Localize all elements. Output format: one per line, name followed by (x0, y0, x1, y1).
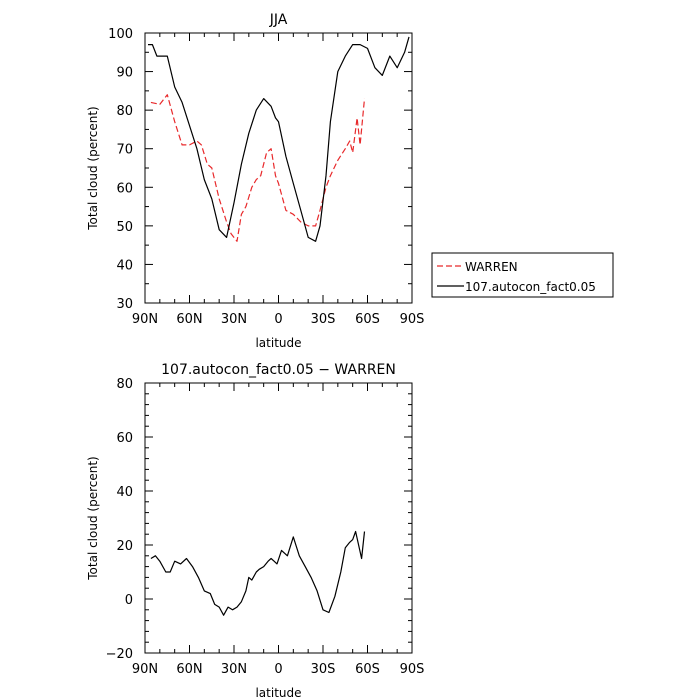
legend-box (431, 252, 614, 298)
bottom-y-tick-label: 80 (116, 377, 133, 392)
top-x-tick-label: 60N (176, 312, 202, 327)
top-x-tick-label: 0 (274, 312, 282, 327)
top-y-tick-label: 30 (116, 297, 133, 312)
top-y-tick-label: 60 (116, 181, 133, 196)
bottom-y-tick-label: 20 (116, 539, 133, 554)
panel-top: JJA 90N 60N 30N 0 30S 60S 90S 30 40 50 60 70 80 90 100 l… (86, 12, 424, 350)
top-x-tick-label: 60S (355, 312, 380, 327)
top-y-axis-label: Total cloud (percent) (86, 106, 100, 230)
bottom-x-tick-label: 60S (355, 662, 380, 677)
bottom-y-tick-label: −20 (106, 647, 133, 662)
bottom-x-tick-label: 60N (176, 662, 202, 677)
top-x-axis-label: latitude (255, 336, 301, 350)
top-series-line-2 (148, 36, 410, 242)
top-y-tick-label: 40 (116, 258, 133, 273)
legend-label-1: WARREN (465, 260, 518, 274)
bottom-plot-frame (144, 382, 413, 654)
top-x-tick-label: 90S (400, 312, 425, 327)
bottom-x-tick-label: 30S (311, 662, 336, 677)
top-y-tick-label: 70 (116, 143, 133, 158)
top-y-tick-label: 100 (108, 27, 133, 42)
top-x-tick-label: 30S (311, 312, 336, 327)
legend-label-2: 107.autocon_fact0.05 (465, 280, 596, 294)
top-y-tick-label: 80 (116, 104, 133, 119)
bottom-x-tick-label: 90S (400, 662, 425, 677)
bottom-y-tick-label: 40 (116, 485, 133, 500)
bottom-chart-title: 107.autocon_fact0.05 − WARREN (161, 362, 396, 378)
bottom-x-tick-label: 90N (132, 662, 158, 677)
top-series-line-1 (150, 94, 366, 242)
top-chart-title: JJA (269, 12, 288, 28)
bottom-x-tick-label: 0 (274, 662, 282, 677)
bottom-y-tick-label: 0 (125, 593, 133, 608)
bottom-y-tick-label: 60 (116, 431, 133, 446)
bottom-x-axis-label: latitude (255, 686, 301, 700)
top-y-tick-label: 50 (116, 220, 133, 235)
top-plot-frame (144, 32, 413, 304)
bottom-y-axis-label: Total cloud (percent) (86, 456, 100, 580)
panel-bottom: 107.autocon_fact0.05 − WARREN 90N 60N 30N 0 3… (86, 362, 424, 700)
bottom-series-line-1 (150, 530, 366, 616)
top-y-tick-label: 90 (116, 66, 133, 81)
legend: WARREN 107.autocon_fact0.05 (431, 252, 614, 298)
bottom-x-tick-label: 30N (221, 662, 247, 677)
top-x-tick-label: 90N (132, 312, 158, 327)
top-x-tick-label: 30N (221, 312, 247, 327)
